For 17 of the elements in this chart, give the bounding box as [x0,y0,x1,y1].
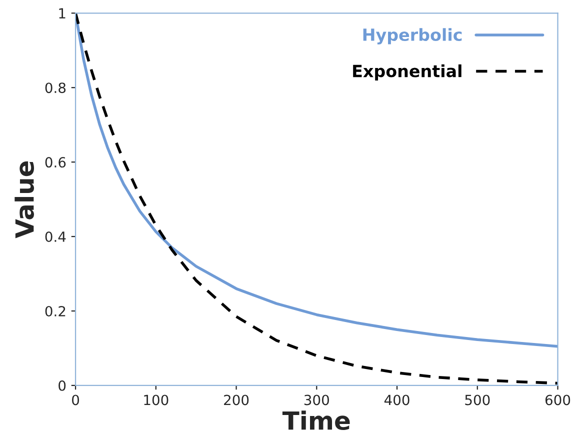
x-tick-label: 200 [224,394,249,406]
legend-label: Hyperbolic [363,28,462,44]
x-tick-label: 600 [545,394,570,406]
x-tick-label: 100 [144,394,168,406]
y-tick-label: 0.4 [45,231,66,242]
y-tick-label: 0.6 [45,157,66,168]
y-tick-label: 0.2 [45,306,66,316]
x-tick-label: 300 [304,394,329,406]
x-tick-label: 400 [384,394,410,406]
x-tick-label: 500 [465,394,490,406]
y-tick-label: 0.8 [45,82,66,94]
y-axis-title: Value [14,161,34,238]
y-tick-label: 1 [59,8,66,18]
x-axis-title: Time [282,410,350,430]
legend-label: Exponential [353,64,462,81]
y-tick-label: 0 [58,380,66,391]
x-tick-label: 0 [72,394,80,406]
